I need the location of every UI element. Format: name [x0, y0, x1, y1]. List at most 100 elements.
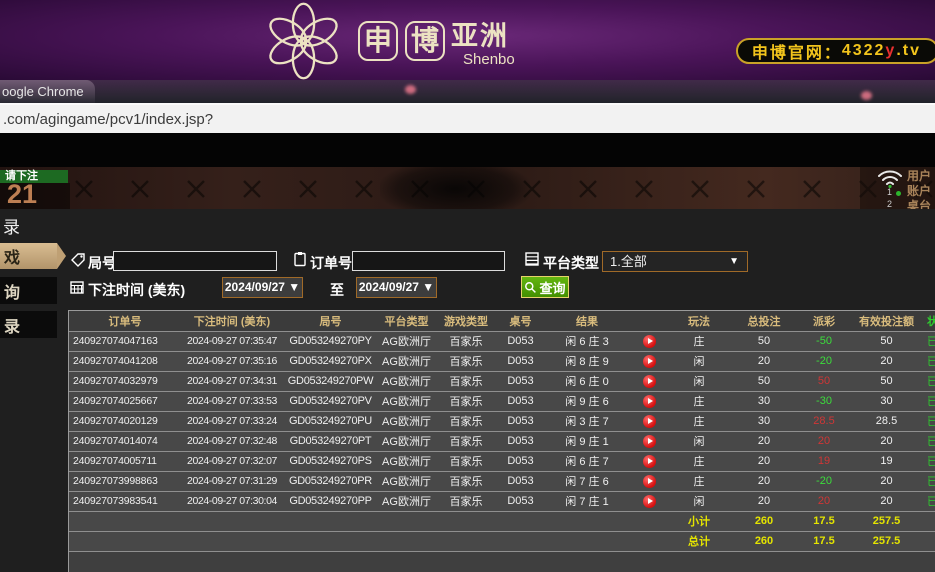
col-valid-bet: 有效投注额: [849, 311, 924, 332]
seat-number: 1: [887, 187, 893, 197]
round-label: 局号: [88, 255, 116, 271]
official-site-tld: .tv: [896, 42, 921, 59]
col-order-id: 订单号: [69, 311, 181, 332]
date-from-button[interactable]: 2024/09/27 ▼: [222, 277, 303, 298]
table-row: 240927074020129 2024-09-27 07:33:24 GD0532…: [69, 411, 935, 432]
col-status: 状态: [924, 311, 935, 332]
platform-icon: [525, 252, 539, 266]
order-label: 订单号: [310, 255, 352, 271]
order-input[interactable]: [352, 251, 505, 271]
replay-video-icon[interactable]: [643, 434, 656, 448]
table-row: 240927073983541 2024-09-27 07:30:04 GD0532…: [69, 491, 935, 512]
sidebar-item-label: 询: [4, 284, 21, 302]
table-row: 240927074005711 2024-09-27 07:32:07 GD0532…: [69, 451, 935, 472]
official-site-label: 申博官网：: [751, 45, 842, 62]
table-row: 240927074041208 2024-09-27 07:35:16 GD0532…: [69, 351, 935, 372]
chevron-down-icon: ▼: [729, 256, 739, 267]
url-text: .com/agingame/pcv1/index.jsp?: [3, 111, 214, 128]
sidebar-item-game[interactable]: 戏: [0, 243, 66, 269]
table-row: 240927073998863 2024-09-27 07:31:29 GD0532…: [69, 471, 935, 492]
replay-video-icon[interactable]: [643, 474, 656, 488]
brand-header: 申 博 亚洲 Shenbo 申博官网： 4322 y .tv: [0, 0, 935, 80]
to-label: 至: [330, 282, 344, 298]
table-row: 240927074032979 2024-09-27 07:34:31 GD0532…: [69, 371, 935, 392]
replay-video-icon[interactable]: [643, 454, 656, 468]
platform-label: 平台类型: [543, 255, 599, 271]
platform-selected-value: 1.全部: [610, 254, 647, 269]
account-label: 账户: [907, 184, 932, 198]
user-label: 用户: [907, 169, 932, 183]
wifi-icon: [878, 170, 902, 188]
countdown-backdrop: [0, 183, 70, 209]
sidebar-item-label: 戏: [4, 250, 21, 267]
url-bar[interactable]: .com/agingame/pcv1/index.jsp?: [0, 103, 935, 133]
subtotal-row: 小计 260 17.5 257.5: [69, 511, 935, 532]
dealer-silhouette: [380, 167, 530, 209]
search-icon: [525, 281, 537, 293]
col-play: 玩法: [669, 311, 729, 332]
brand-char-box-2: 博: [405, 21, 445, 61]
date-to-button[interactable]: 2024/09/27 ▼: [356, 277, 437, 298]
bet-time-label: 下注时间 (美东): [88, 282, 186, 298]
sidebar-item-query[interactable]: 询: [0, 277, 57, 304]
total-row: 总计 260 17.5 257.5: [69, 531, 935, 552]
total-total-bet: 260: [729, 531, 799, 552]
table-label: 桌台: [907, 199, 932, 209]
search-button-label: 查询: [539, 280, 566, 296]
window-tab[interactable]: [0, 80, 95, 103]
spacer-strip: [0, 133, 935, 167]
status-dot: [896, 191, 901, 196]
window-titlebar: oogle Chrome: [0, 80, 935, 103]
table-row: 240927074047163 2024-09-27 07:35:47 GD0532…: [69, 331, 935, 352]
table-row: 240927074025667 2024-09-27 07:33:53 GD0532…: [69, 391, 935, 412]
subtotal-payout: 17.5: [799, 511, 849, 532]
total-valid-bet: 257.5: [849, 531, 924, 552]
tag-icon: [71, 253, 85, 267]
col-table-no: 桌号: [497, 311, 544, 332]
bet-records-table: 订单号 下注时间 (美东) 局号 平台类型 游戏类型 桌号 结果 玩法 总投注 …: [68, 310, 935, 572]
seat-number: 2: [887, 199, 893, 209]
replay-video-icon[interactable]: [643, 414, 656, 428]
window-title: oogle Chrome: [2, 84, 84, 99]
brand-logo: 申 博 亚洲 Shenbo: [256, 0, 515, 80]
page-title: 录: [3, 218, 20, 237]
col-platform: 平台类型: [378, 311, 435, 332]
replay-video-icon[interactable]: [643, 394, 656, 408]
subtotal-valid-bet: 257.5: [849, 511, 924, 532]
round-input[interactable]: [113, 251, 277, 271]
official-site-number: 4322: [841, 42, 886, 59]
col-result: 结果: [544, 311, 630, 332]
brand-char-box-1: 申: [358, 21, 398, 61]
brand-text: 亚洲 Shenbo: [451, 14, 515, 68]
col-bet-time: 下注时间 (美东): [181, 311, 283, 332]
col-round-id: 局号: [283, 311, 378, 332]
official-site-y: y: [885, 42, 897, 59]
replay-video-icon[interactable]: [643, 354, 656, 368]
video-feed: 请下注 2 1 用户 账户 桌台 1 2: [0, 167, 935, 209]
total-label: 总计: [669, 531, 729, 552]
cursor-trace-dot: [861, 91, 872, 100]
brand-region-label: 亚洲: [451, 21, 509, 51]
cursor-trace-dot: [405, 85, 416, 94]
total-payout: 17.5: [799, 531, 849, 552]
col-game-type: 游戏类型: [435, 311, 497, 332]
col-replay: [630, 311, 669, 332]
flower-logo-icon: [269, 2, 338, 80]
sidebar-item-label: 录: [4, 318, 21, 336]
official-site-pill: 申博官网： 4322 y .tv: [735, 38, 935, 64]
table-header-row: 订单号 下注时间 (美东) 局号 平台类型 游戏类型 桌号 结果 玩法 总投注 …: [69, 311, 935, 332]
sidebar-item-records[interactable]: 录: [0, 311, 57, 338]
platform-select[interactable]: 1.全部 ▼: [602, 251, 748, 272]
clipboard-icon: [294, 252, 306, 267]
bet-prompt-badge: 请下注: [0, 170, 68, 183]
search-button[interactable]: 查询: [521, 276, 569, 298]
col-payout: 派彩: [799, 311, 849, 332]
video-info-panel: 用户 账户 桌台 1 2: [860, 167, 935, 209]
subtotal-label: 小计: [669, 511, 729, 532]
replay-video-icon[interactable]: [643, 334, 656, 348]
calendar-icon: [70, 281, 84, 294]
replay-video-icon[interactable]: [643, 374, 656, 388]
subtotal-total-bet: 260: [729, 511, 799, 532]
replay-video-icon[interactable]: [643, 494, 656, 508]
